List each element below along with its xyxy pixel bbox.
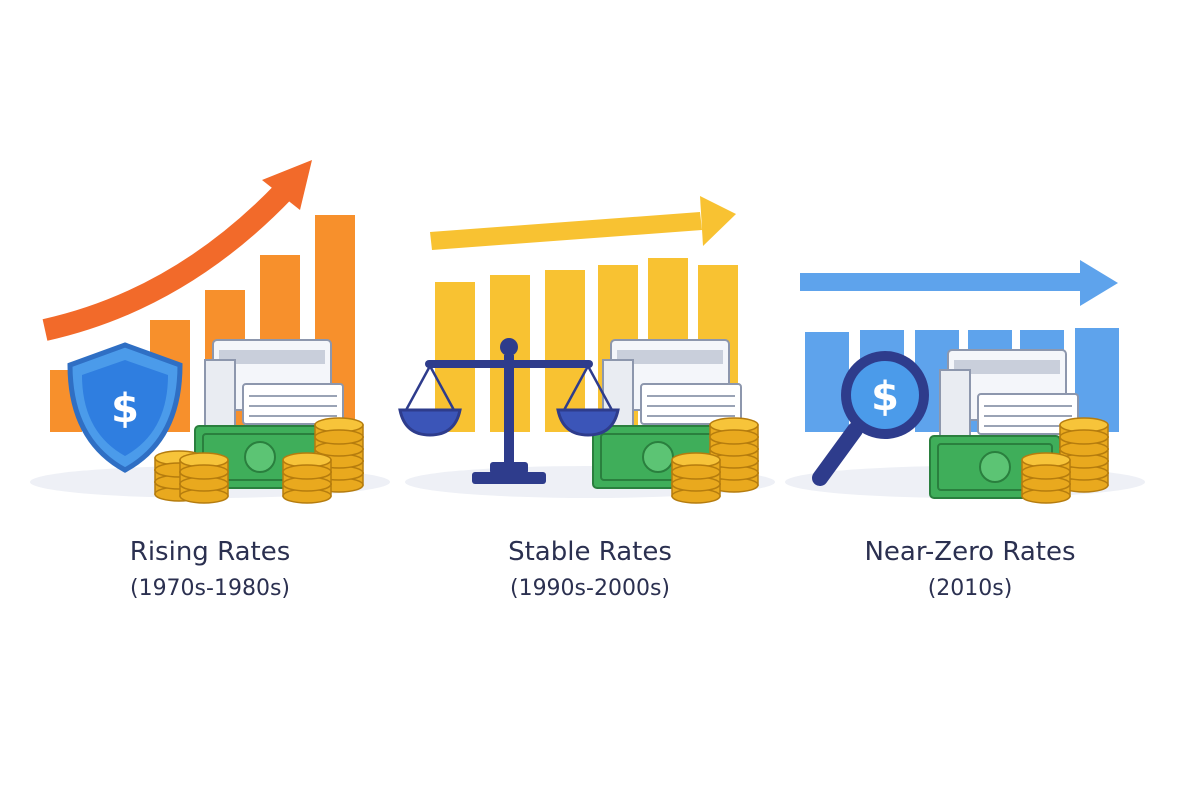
panel-rising: $ Rising Rates (1970s-1980s): [30, 160, 390, 601]
coin-stack: [180, 453, 228, 503]
magnifier-handle: [812, 422, 863, 486]
scale-knob: [500, 338, 518, 356]
balance-scale: [398, 338, 620, 484]
magnifier: $: [812, 351, 929, 486]
scale-strings: [403, 365, 615, 413]
panel-period: (2010s): [928, 576, 1013, 601]
dollar-sign: $: [871, 374, 899, 420]
coin-stack: [283, 453, 331, 503]
panel-title: Stable Rates: [508, 537, 672, 567]
panel-period: (1970s-1980s): [130, 576, 290, 601]
scale-beam: [425, 360, 593, 368]
bar: [1075, 328, 1119, 432]
dollar-sign: $: [111, 386, 139, 432]
shield-inner: [82, 360, 168, 456]
trend-arrow: [42, 182, 293, 341]
scale-post: [504, 355, 514, 473]
panel-near-zero: $ Near-Zero Rates (2010s): [785, 260, 1145, 601]
panel-period: (1990s-2000s): [510, 576, 670, 601]
scale-foot: [490, 462, 528, 474]
scale-pan: [556, 408, 620, 437]
bar: [545, 270, 585, 432]
scale-pan: [398, 408, 462, 437]
arrow-head: [1080, 260, 1118, 306]
scale-base: [472, 472, 546, 484]
panel-title: Near-Zero Rates: [864, 537, 1075, 567]
bar: [435, 282, 475, 432]
trend-arrow: [430, 212, 702, 250]
coin-stack: [1022, 453, 1070, 503]
panel-stable: Stable Rates (1990s-2000s): [398, 196, 775, 601]
arrow-head: [700, 196, 736, 246]
trend-arrow: [800, 273, 1085, 291]
coin-stack: [672, 453, 720, 503]
magnifier-lens: [851, 361, 919, 429]
arrow-head: [262, 160, 312, 210]
bar: [805, 332, 849, 432]
panel-title: Rising Rates: [130, 537, 290, 567]
